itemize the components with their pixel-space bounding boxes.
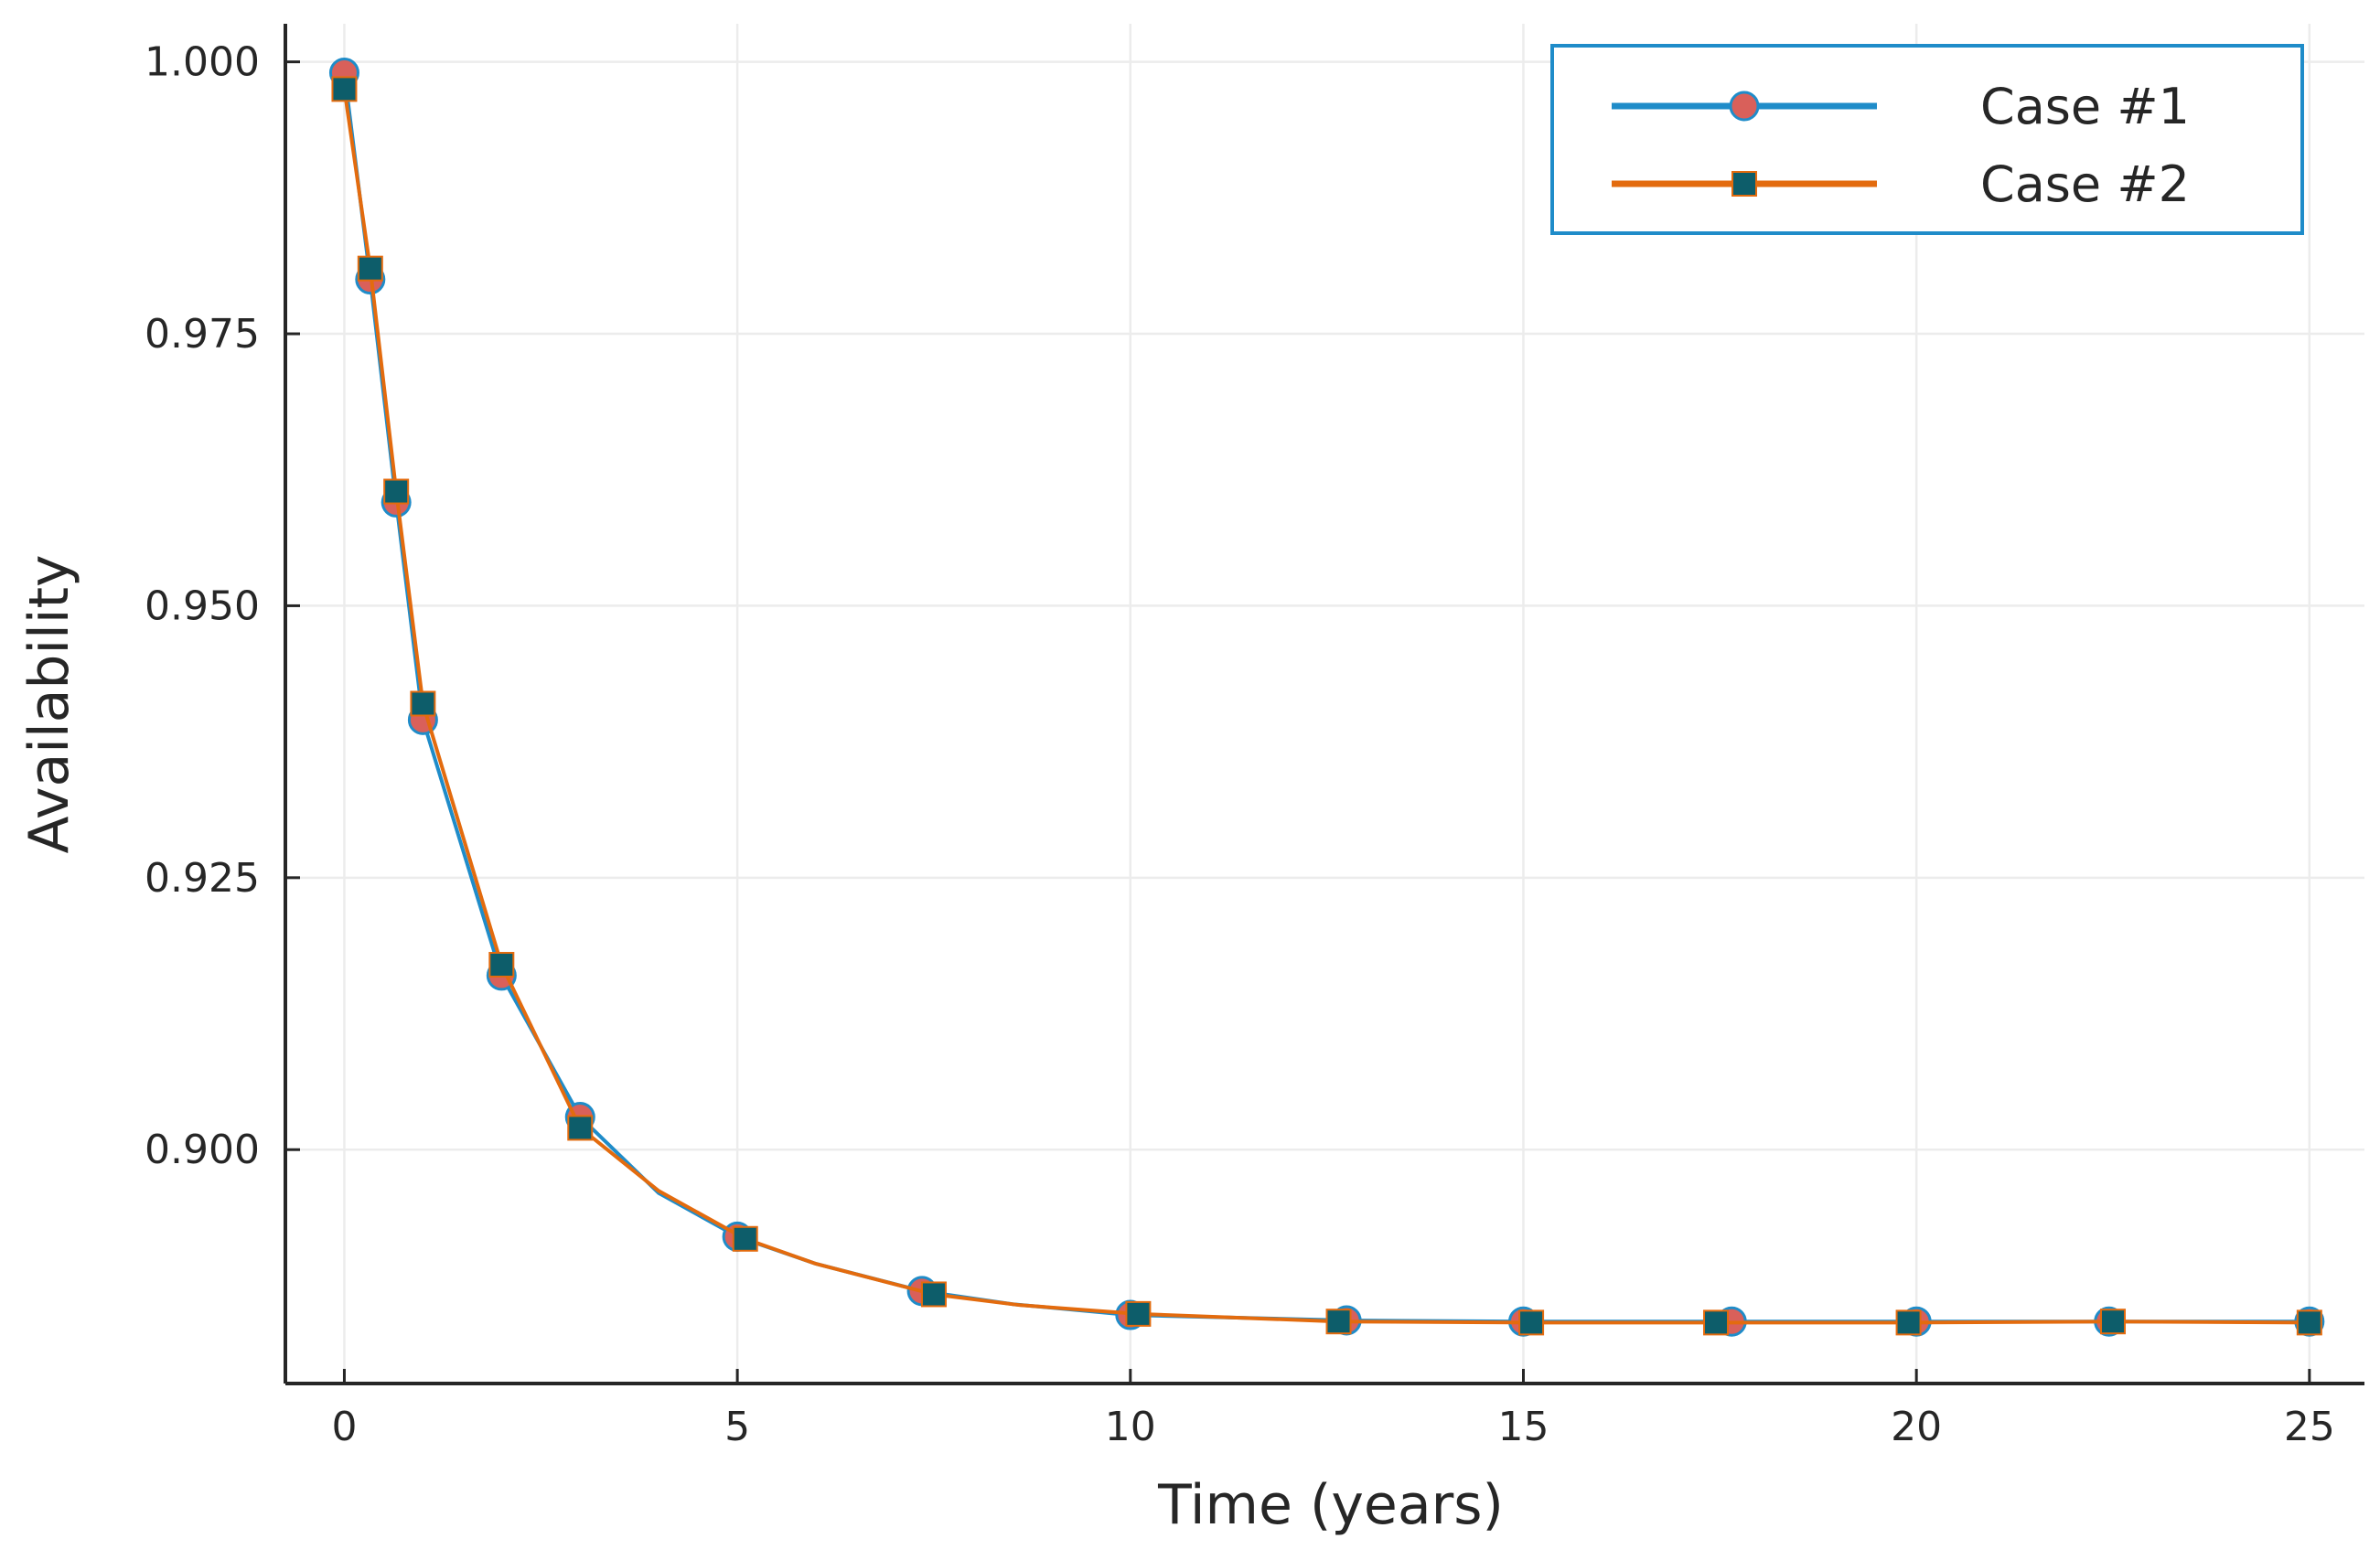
data-point: [920, 1281, 947, 1308]
data-point: [410, 690, 436, 717]
x-tick-label: 0: [331, 1404, 357, 1450]
data-point: [1895, 1309, 1922, 1336]
series-line: [342, 72, 2310, 1324]
series-line: [342, 89, 2310, 1325]
x-tick-label: 20: [1891, 1404, 1942, 1450]
legend-label: Case #1: [1980, 78, 2190, 135]
x-tick-label: 15: [1497, 1404, 1549, 1450]
data-point: [383, 478, 410, 505]
x-axis-title: Time (years): [1157, 1473, 1504, 1537]
data-point: [331, 76, 358, 102]
legend-box: [1550, 44, 2304, 235]
legend-label: Case #2: [1980, 155, 2190, 213]
data-point: [357, 255, 383, 282]
grid-lines: [285, 24, 2364, 1384]
data-point: [1703, 1309, 1730, 1336]
data-point: [2100, 1309, 2127, 1335]
x-tick-label: 10: [1105, 1404, 1156, 1450]
y-tick-label: 0.925: [145, 855, 260, 902]
data-point: [1325, 1309, 1352, 1335]
series-2: [331, 76, 2322, 1336]
x-tick-label: 25: [2284, 1404, 2335, 1450]
axes: [284, 24, 2364, 1385]
y-axis-title: Availability: [17, 554, 81, 853]
y-tick-label: 0.950: [145, 582, 260, 629]
data-point: [567, 1115, 594, 1141]
x-tick-label: 5: [724, 1404, 750, 1450]
data-point: [732, 1225, 758, 1252]
data-point: [2296, 1309, 2322, 1336]
data-point: [1518, 1309, 1545, 1336]
data-point: [488, 952, 515, 978]
tick-labels: 0 5 10 15 20 25 0.900 0.925 0.950 0.975 1.000: [145, 39, 2335, 1450]
series-1: [328, 58, 2325, 1337]
legend-marker: [1729, 91, 1760, 122]
y-tick-label: 0.975: [145, 311, 260, 358]
legend-marker: [1731, 171, 1757, 197]
y-tick-label: 1.000: [145, 39, 260, 86]
data-point: [1125, 1300, 1152, 1327]
series-layer: [328, 58, 2325, 1337]
legend: Case #1 Case #2: [1550, 44, 2304, 235]
y-tick-label: 0.900: [145, 1127, 260, 1173]
